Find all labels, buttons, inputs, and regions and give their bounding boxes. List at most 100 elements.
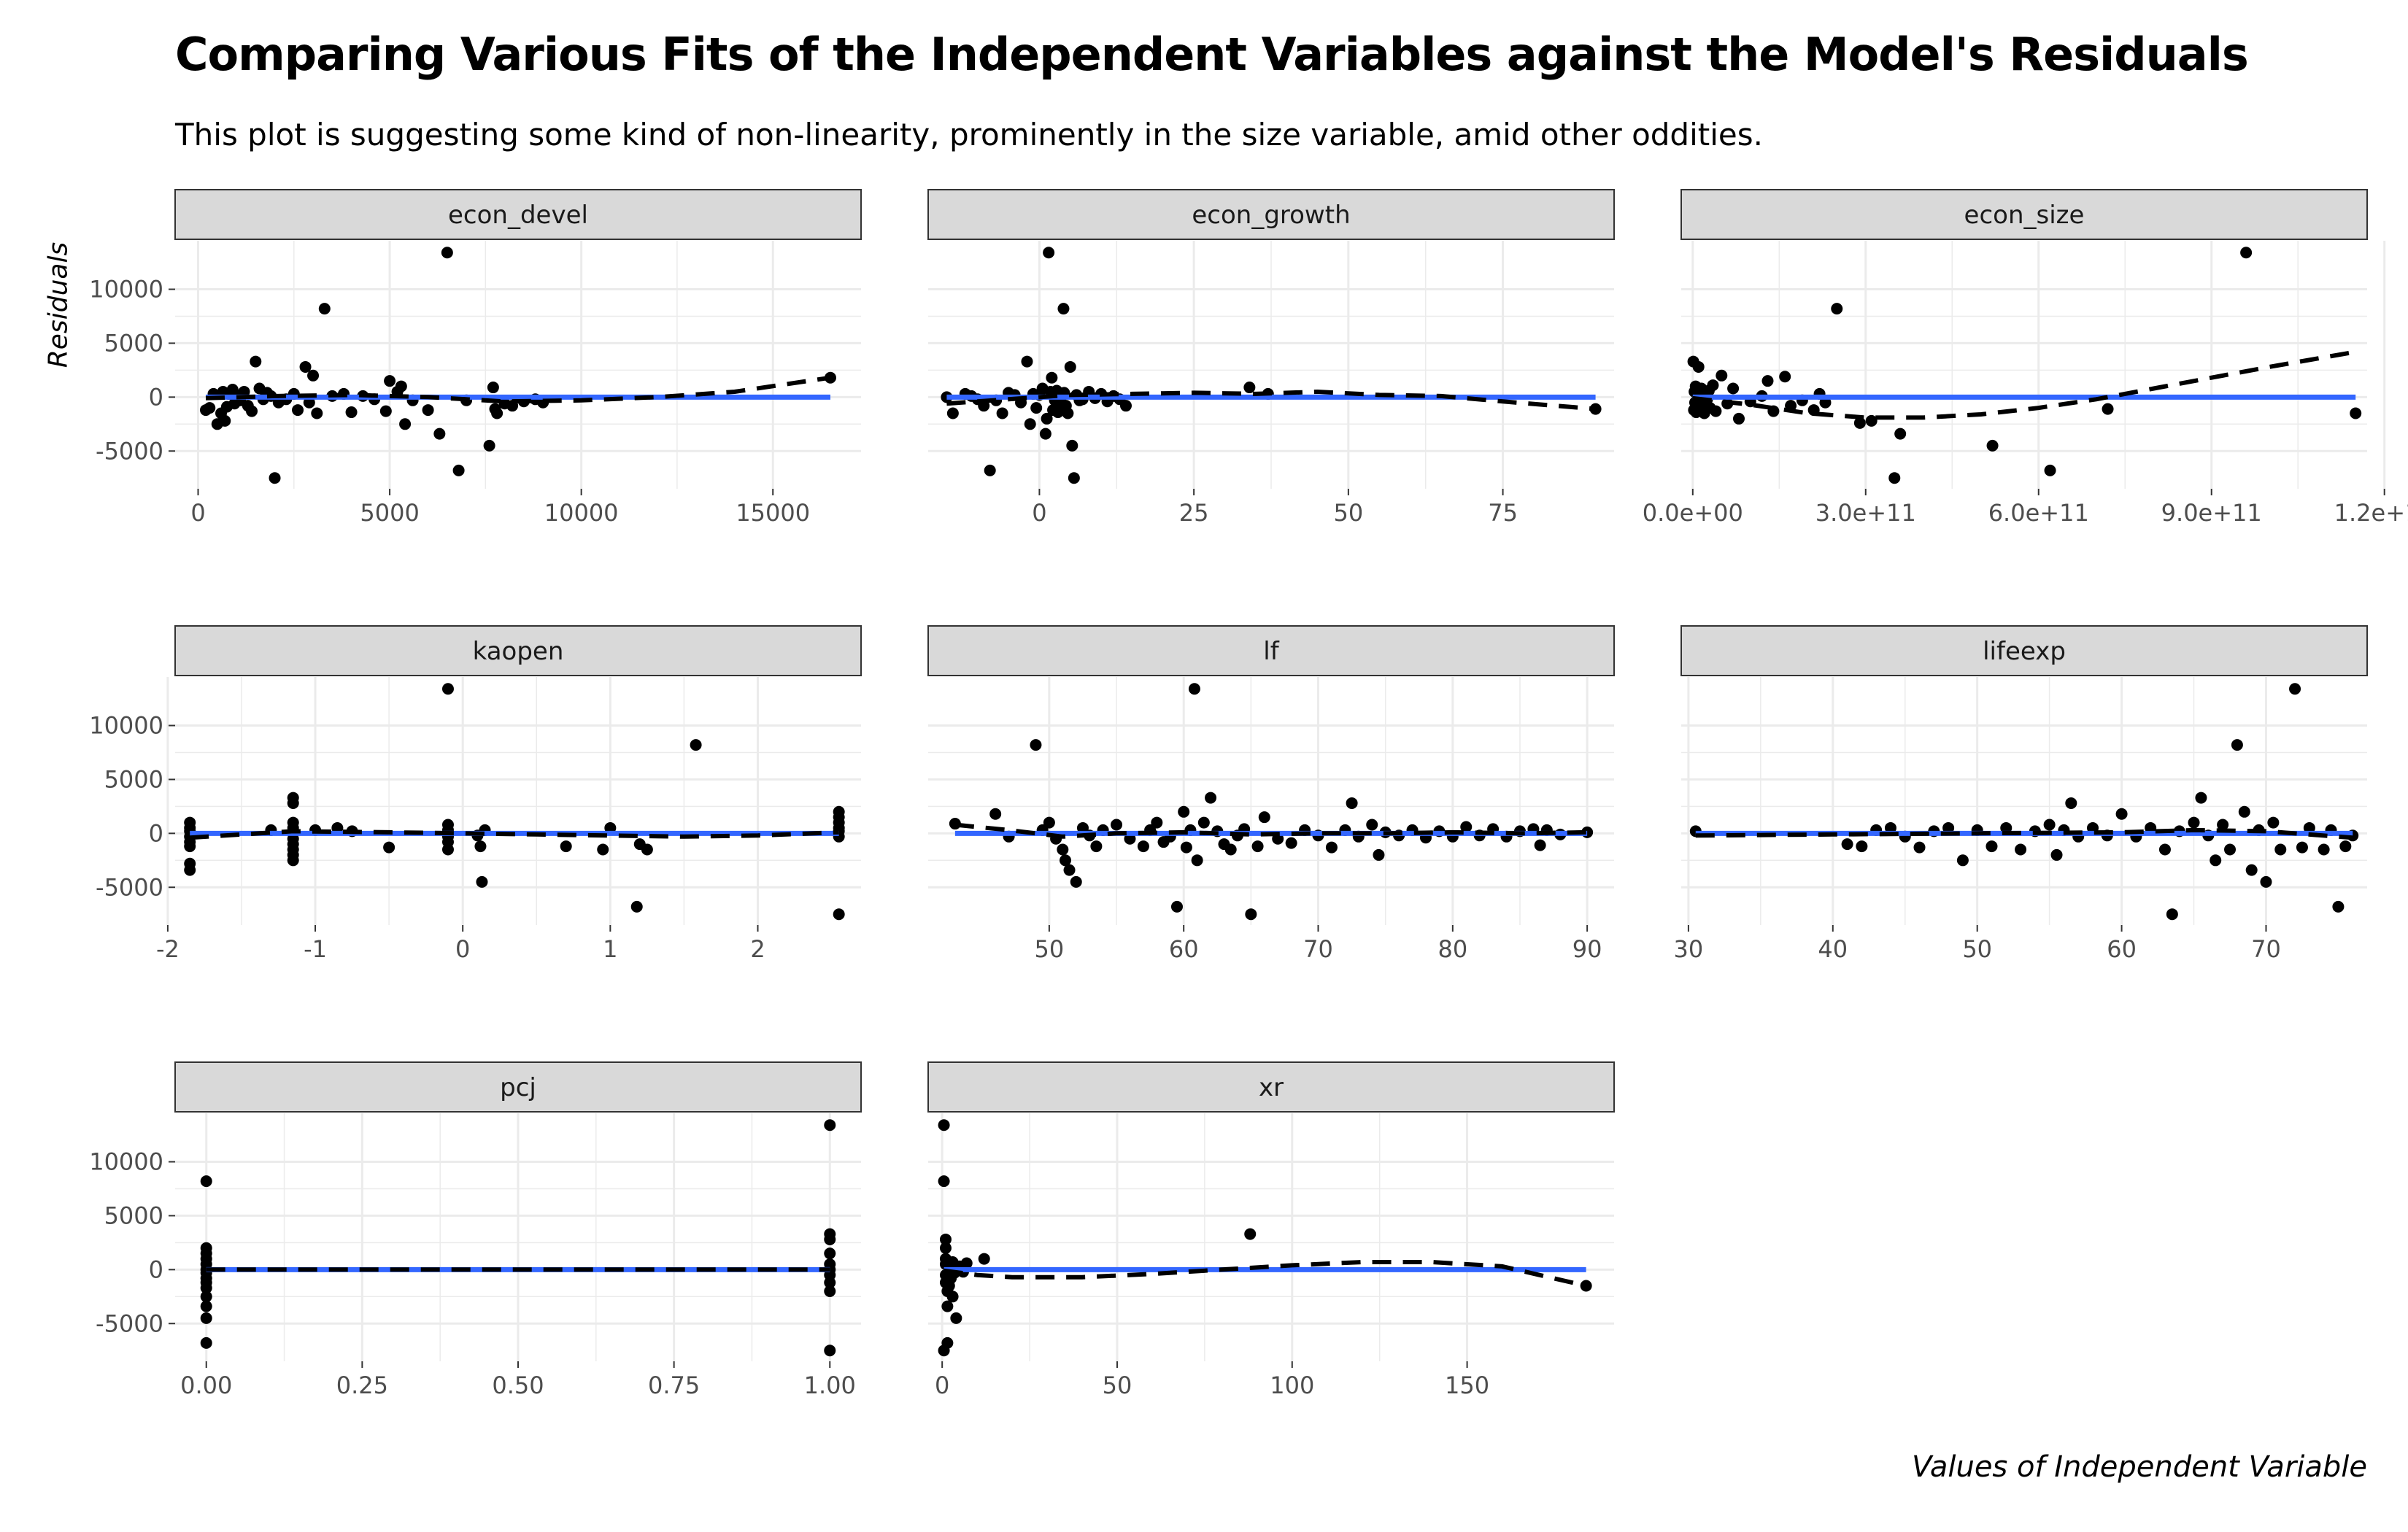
- x-tick-label: 1: [603, 935, 617, 963]
- facet-panel-lifeexp: lifeexp 30 40 50 60 70: [1674, 625, 2368, 963]
- data-point: [630, 900, 643, 913]
- x-tick-label: 10000: [544, 499, 619, 527]
- facet-strip: [174, 189, 862, 240]
- data-point: [287, 797, 299, 809]
- data-point: [824, 1119, 836, 1131]
- x-tick-label: 40: [1818, 935, 1848, 963]
- data-point: [1716, 369, 1728, 382]
- data-point: [1373, 848, 1385, 861]
- data-point: [1151, 816, 1163, 829]
- data-point: [2274, 843, 2287, 856]
- x-tick-label: 9.0e+11: [2161, 499, 2262, 527]
- data-point: [200, 1312, 212, 1324]
- data-point: [946, 1291, 959, 1303]
- loess-fit-line: [1692, 349, 2356, 420]
- loess-fit-line: [1695, 827, 2353, 840]
- data-point: [2260, 875, 2272, 888]
- loess-fit-line: [205, 375, 831, 404]
- data-point: [1191, 854, 1203, 867]
- x-tick-label: -1: [304, 935, 327, 963]
- facet-panel-econ_growth: econ_growth 0 25 50 75: [927, 189, 1615, 527]
- data-point: [2015, 843, 2027, 856]
- x-tick-label: 90: [1572, 935, 1602, 963]
- y-tick-label: 0: [149, 1256, 163, 1283]
- data-point: [1258, 811, 1270, 824]
- facet-strip: [174, 625, 862, 676]
- data-point: [1137, 840, 1149, 853]
- data-point: [824, 1247, 836, 1260]
- x-tick-label: 0: [1032, 499, 1046, 527]
- data-point: [287, 854, 299, 867]
- x-tick-label: 5000: [360, 499, 419, 527]
- data-point: [1068, 472, 1080, 484]
- facet-strip-label: econ_devel: [448, 201, 588, 230]
- data-point: [1243, 382, 1256, 394]
- data-point: [307, 369, 320, 382]
- data-point: [441, 843, 454, 856]
- x-tick-label: 50: [1333, 499, 1363, 527]
- data-point: [1580, 1280, 1592, 1292]
- data-point: [2115, 808, 2128, 820]
- x-tick-label: -2: [156, 935, 180, 963]
- facet-strip-label: xr: [1259, 1073, 1284, 1102]
- data-point: [184, 840, 196, 853]
- data-point: [184, 864, 196, 876]
- data-point: [1205, 792, 1217, 804]
- x-tick-label: 0.25: [336, 1372, 388, 1399]
- y-tick-label: 5000: [104, 329, 163, 357]
- facet-strip-label: lifeexp: [1983, 637, 2066, 666]
- data-point: [2043, 819, 2056, 831]
- facet-strip: [1680, 625, 2368, 676]
- x-tick-label: 25: [1179, 499, 1209, 527]
- facet-strip: [927, 189, 1615, 240]
- data-point: [2210, 854, 2222, 867]
- y-tick-label: 0: [149, 383, 163, 411]
- facet-strip: [927, 1061, 1615, 1113]
- data-point: [2350, 407, 2362, 419]
- data-point: [452, 464, 465, 476]
- data-point: [1761, 375, 1774, 387]
- data-point: [2267, 816, 2280, 829]
- data-point: [200, 1300, 212, 1312]
- y-tick-label: 5000: [104, 765, 163, 793]
- x-tick-label: 70: [2251, 935, 2281, 963]
- data-point: [204, 402, 216, 414]
- x-tick-label: 70: [1303, 935, 1333, 963]
- data-point: [1460, 821, 1473, 833]
- data-point: [2296, 841, 2308, 854]
- y-tick-label: 10000: [89, 712, 163, 740]
- facet-strip: [927, 625, 1615, 676]
- data-point: [938, 1119, 950, 1131]
- data-point: [1888, 472, 1901, 484]
- loess-fit-line: [943, 1260, 1587, 1288]
- data-point: [2166, 908, 2178, 921]
- x-tick-label: 0: [935, 1372, 949, 1399]
- data-point: [1956, 854, 1969, 867]
- facet-strip-label: econ_growth: [1192, 201, 1350, 230]
- data-point: [1865, 414, 1878, 427]
- data-point: [483, 439, 495, 452]
- data-point: [989, 808, 1002, 820]
- data-point: [1894, 428, 1907, 440]
- data-point: [1066, 439, 1078, 452]
- data-point: [1856, 840, 1868, 853]
- data-point: [690, 739, 702, 751]
- data-point: [1024, 418, 1036, 430]
- x-tick-label: 1.2e+12: [2334, 499, 2408, 527]
- data-point: [1060, 854, 1071, 867]
- data-point: [2102, 403, 2114, 415]
- data-point: [250, 355, 262, 368]
- data-point: [1841, 838, 1853, 851]
- y-tick-label: 10000: [89, 276, 163, 303]
- facet-panel-kaopen: kaopen -2 -1 0 1 2 -5000 0 5000 10000: [89, 625, 862, 963]
- x-tick-label: 0: [190, 499, 205, 527]
- x-tick-label: 75: [1488, 499, 1518, 527]
- x-tick-label: 2: [750, 935, 765, 963]
- data-point: [1913, 841, 1926, 854]
- data-point: [1039, 428, 1051, 440]
- data-point: [1325, 841, 1338, 854]
- data-point: [2188, 816, 2200, 829]
- data-point: [560, 840, 572, 853]
- data-point: [2158, 843, 2171, 856]
